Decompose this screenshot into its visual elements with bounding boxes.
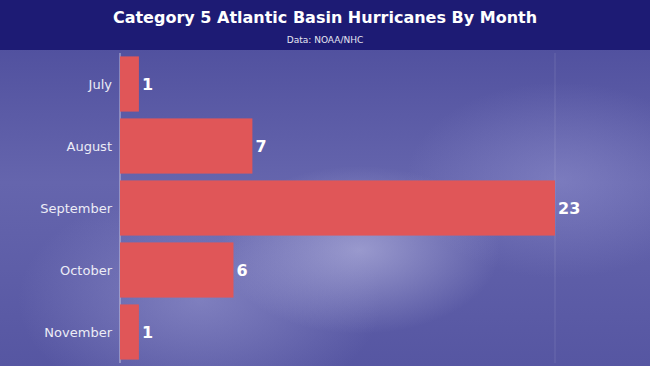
bar	[120, 304, 139, 359]
category-label: August	[67, 139, 113, 154]
data-label: 7	[255, 137, 266, 156]
subtitle: Data: NOAA/NHC	[287, 35, 363, 45]
data-label: 6	[236, 261, 247, 280]
category-label: November	[44, 325, 112, 340]
data-label: 1	[142, 75, 153, 94]
bar	[120, 118, 252, 173]
category-label: October	[60, 263, 113, 278]
bar	[120, 180, 555, 235]
category-label: September	[40, 201, 113, 216]
bars	[120, 56, 555, 359]
chart: Category 5 Atlantic Basin Hurricanes By …	[0, 0, 650, 366]
category-label: July	[88, 77, 113, 92]
bar	[120, 56, 139, 111]
data-label: 1	[142, 323, 153, 342]
bar	[120, 242, 233, 297]
data-label: 23	[558, 199, 580, 218]
title: Category 5 Atlantic Basin Hurricanes By …	[113, 8, 537, 27]
